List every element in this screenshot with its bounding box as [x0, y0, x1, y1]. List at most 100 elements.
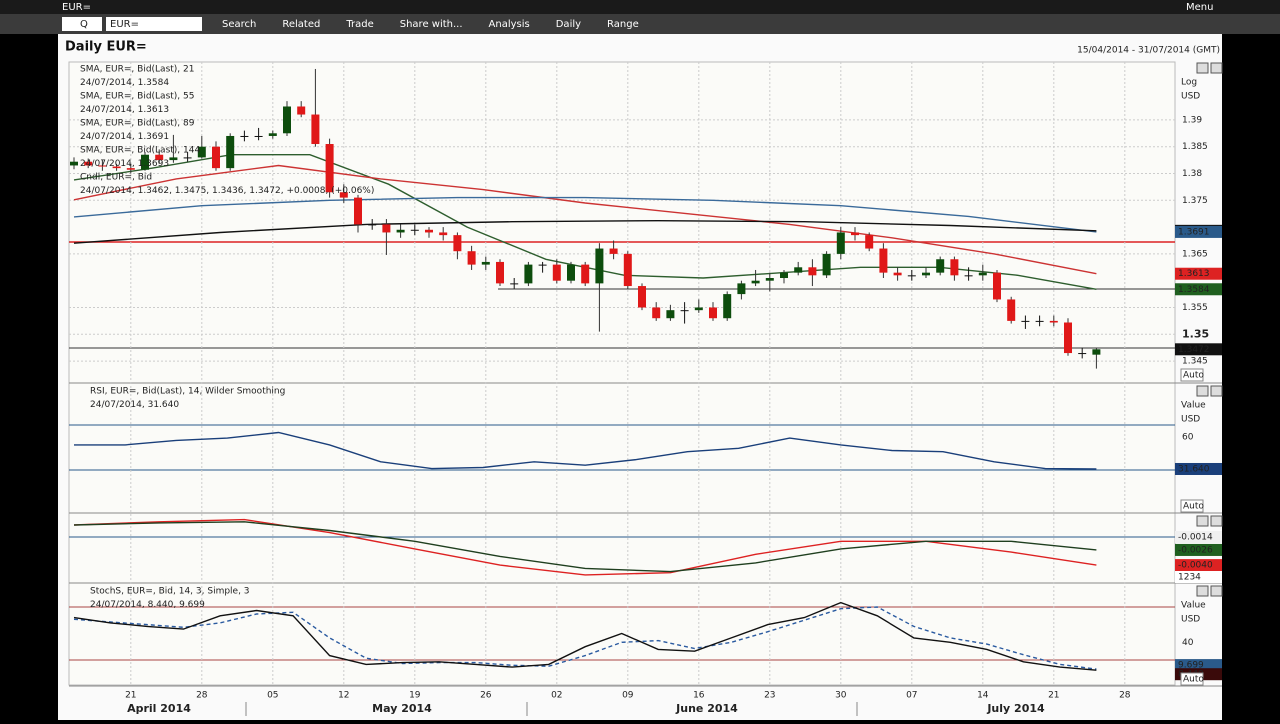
maximize-button[interactable]: [1196, 385, 1209, 397]
maximize-button[interactable]: [1196, 62, 1209, 74]
candle-body: [311, 114, 320, 145]
x-tick-label: 26: [480, 691, 492, 701]
candle-body: [1064, 322, 1072, 354]
candle-body: [964, 275, 973, 277]
toolbar-item[interactable]: Analysis: [489, 19, 530, 30]
legend-text: 24/07/2014, 31.640: [90, 400, 179, 410]
candle-body: [254, 135, 263, 137]
toolbar-item[interactable]: Daily: [556, 19, 581, 30]
symbol[interactable]: EUR=: [110, 19, 139, 30]
x-tick-label: 07: [906, 691, 917, 701]
close-button[interactable]: [1210, 515, 1223, 527]
legend-text: 24/07/2014, 1.3613: [80, 105, 169, 115]
toolbar: [0, 14, 1280, 34]
candle-body: [538, 264, 547, 266]
toolbar-item[interactable]: Share with...: [400, 19, 463, 30]
y-tick-label: 1.385: [1182, 142, 1208, 152]
candle-body: [226, 135, 235, 169]
candle-body: [694, 307, 703, 311]
legend-text: SMA, EUR=, Bid(Last), 144: [80, 146, 200, 156]
toolbar-item[interactable]: Range: [607, 19, 639, 30]
auto-button[interactable]: [1180, 672, 1204, 686]
macd-box-text: -0.0040: [1178, 561, 1213, 571]
candle-body: [993, 272, 1001, 300]
candle-body: [197, 146, 206, 158]
date-range: 15/04/2014 - 31/07/2014 (GMT): [1077, 46, 1220, 56]
candle-body: [780, 272, 788, 279]
candle-body: [183, 157, 192, 159]
auto-button[interactable]: [1180, 368, 1204, 382]
candle-body: [70, 161, 78, 166]
symbol-input[interactable]: [106, 17, 202, 31]
auto-text[interactable]: Auto: [1183, 675, 1204, 685]
candle-body: [467, 251, 476, 265]
x-tick-label: 14: [977, 691, 989, 701]
scale-box: [1175, 571, 1222, 583]
macd-box-text: -0.0026: [1178, 545, 1213, 555]
axis-unit: Value: [1181, 401, 1206, 411]
candle-body: [893, 272, 902, 276]
x-tick-label: 19: [409, 691, 421, 701]
candle-body: [822, 253, 831, 276]
candle-body: [595, 248, 604, 284]
candle-body: [623, 253, 632, 287]
macd-box-text: -0.0014: [1178, 532, 1213, 542]
close-button[interactable]: [1210, 585, 1223, 597]
candle-body: [922, 272, 930, 276]
menu[interactable]: Menu: [1186, 2, 1213, 13]
candle-body: [581, 264, 590, 284]
price-box: [1175, 283, 1222, 296]
toolbar-item[interactable]: Related: [282, 19, 320, 30]
candle-body: [950, 259, 959, 276]
candle-body: [879, 248, 888, 273]
rsi-box: [1175, 462, 1222, 475]
close-button[interactable]: [1210, 62, 1223, 74]
window-title: EUR=: [62, 2, 91, 13]
candle-body: [410, 229, 419, 231]
candle-body: [552, 264, 561, 281]
month-label: July 2014: [986, 702, 1045, 715]
month-label: May 2014: [372, 702, 432, 715]
candle-body: [567, 264, 575, 281]
close-button[interactable]: [1210, 385, 1223, 397]
candle-body: [709, 307, 717, 319]
stoch-d-line: [73, 606, 1097, 670]
month-label: June 2014: [675, 702, 738, 715]
stoch-box-text: 9.699: [1178, 661, 1204, 671]
legend-text: SMA, EUR=, Bid(Last), 55: [80, 92, 194, 102]
auto-button[interactable]: [1180, 499, 1204, 513]
x-tick-label: 16: [693, 691, 705, 701]
axis-unit: USD: [1181, 415, 1200, 425]
legend-text: StochS, EUR=, Bid, 14, 3, Simple, 3: [90, 587, 250, 597]
auto-text[interactable]: Auto: [1183, 502, 1204, 512]
auto-text[interactable]: Auto: [1183, 371, 1204, 381]
sma-line: [73, 196, 1097, 233]
candle-body: [268, 133, 277, 136]
candle-body: [1007, 299, 1016, 321]
maximize-button[interactable]: [1196, 515, 1209, 527]
legend-text: 24/07/2014, 1.3693: [80, 159, 169, 169]
candle-body: [297, 106, 306, 115]
candle-body: [666, 310, 675, 319]
candle-body: [112, 166, 121, 169]
y-tick-label: 60: [1182, 433, 1194, 443]
title-bar: [0, 0, 1280, 14]
price-box-text: 1.3472: [1178, 345, 1210, 355]
maximize-button[interactable]: [1196, 585, 1209, 597]
macd-box: [1175, 530, 1222, 543]
quote-box[interactable]: [62, 17, 102, 31]
x-tick-label: 02: [551, 691, 562, 701]
toolbar-item[interactable]: Trade: [345, 19, 373, 30]
quote-button[interactable]: Q: [80, 19, 88, 30]
candle-body: [808, 267, 817, 276]
candle-body: [1078, 353, 1087, 355]
candle-body: [794, 267, 803, 273]
x-tick-label: 21: [1048, 691, 1059, 701]
candle-body: [609, 248, 618, 254]
toolbar-item[interactable]: Search: [222, 19, 256, 30]
candle-body: [126, 168, 135, 170]
y-tick-label: 1.38: [1182, 169, 1202, 179]
candle-body: [836, 232, 845, 254]
candle-body: [524, 264, 533, 284]
